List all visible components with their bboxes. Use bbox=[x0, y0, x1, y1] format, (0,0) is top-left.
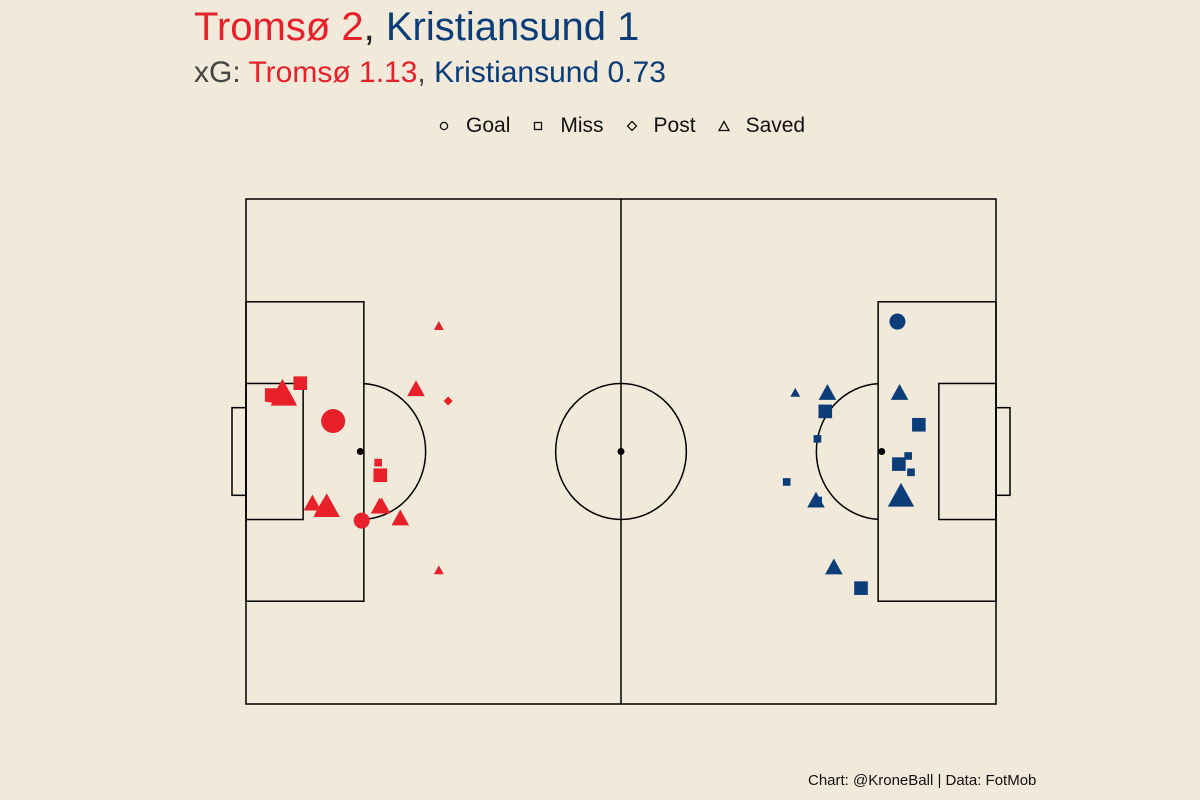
home-xg: Tromsø 1.13 bbox=[248, 56, 418, 89]
right-goal bbox=[995, 406, 1011, 497]
shot-home-miss-3 bbox=[293, 376, 308, 390]
legend-item-miss: Miss bbox=[532, 114, 604, 138]
title-separator: , bbox=[363, 5, 386, 49]
credit: Chart: @KroneBall | Data: FotMob bbox=[808, 772, 1037, 789]
shot-away-miss-8 bbox=[892, 457, 906, 471]
shot-home-saved-5 bbox=[407, 380, 425, 397]
shot-home-saved-17 bbox=[303, 494, 322, 511]
legend: Goal Miss Post Saved bbox=[438, 112, 827, 140]
legend-label-saved: Saved bbox=[745, 114, 806, 137]
shot-away-miss-9 bbox=[907, 468, 915, 477]
xg-prefix: xG: bbox=[194, 56, 249, 89]
legend-item-post: Post bbox=[626, 114, 696, 138]
shot-away-saved-1 bbox=[790, 387, 801, 397]
legend-post-marker bbox=[626, 120, 637, 132]
chart-title: Tromsø 2, Kristiansund 1 bbox=[194, 4, 639, 50]
centre-spot bbox=[617, 448, 625, 455]
legend-goal-marker bbox=[439, 121, 449, 131]
legend-label-goal: Goal bbox=[466, 114, 511, 137]
shot-home-miss-8 bbox=[373, 468, 388, 483]
shot-away-miss-6 bbox=[813, 435, 822, 443]
left-goal bbox=[231, 406, 247, 497]
legend-saved-marker bbox=[717, 120, 730, 132]
shot-away-miss-7 bbox=[904, 452, 912, 460]
shot-away-saved-14 bbox=[825, 558, 843, 575]
shot-home-saved-13 bbox=[433, 565, 444, 575]
left-penalty-spot bbox=[356, 448, 364, 455]
left-penalty-area bbox=[245, 301, 365, 602]
right-penalty-arc bbox=[815, 382, 879, 521]
shot-home-post-6 bbox=[443, 396, 453, 406]
shot-away-miss-13 bbox=[814, 496, 822, 505]
shot-home-goal-4 bbox=[321, 409, 346, 434]
shot-away-saved-11 bbox=[887, 482, 915, 507]
shot-home-saved-10 bbox=[391, 509, 410, 526]
shot-home-saved-16 bbox=[313, 493, 340, 518]
shot-away-miss-4 bbox=[818, 404, 833, 419]
shot-markers bbox=[264, 313, 926, 595]
legend-item-goal: Goal bbox=[438, 114, 510, 138]
shot-away-miss-10 bbox=[782, 478, 791, 486]
chart-subtitle: xG: Tromsø 1.13, Kristiansund 0.73 bbox=[194, 54, 666, 92]
shot-home-goal-12 bbox=[353, 512, 370, 529]
right-penalty-spot bbox=[878, 448, 886, 455]
right-six-yard-box bbox=[938, 382, 997, 521]
shot-away-saved-3 bbox=[890, 384, 909, 400]
shot-away-goal-0 bbox=[889, 313, 906, 330]
right-penalty-area bbox=[877, 301, 997, 602]
legend-miss-marker bbox=[534, 121, 543, 131]
shot-away-miss-5 bbox=[912, 417, 926, 432]
pitch-lines bbox=[231, 198, 1011, 705]
shot-away-miss-15 bbox=[854, 581, 868, 595]
shot-home-saved-2 bbox=[270, 381, 298, 406]
subtitle-separator: , bbox=[417, 56, 435, 89]
centre-circle bbox=[554, 382, 688, 521]
shot-home-saved-7 bbox=[433, 321, 444, 330]
away-xg: Kristiansund 0.73 bbox=[434, 56, 666, 89]
left-penalty-arc bbox=[363, 382, 427, 521]
legend-label-miss: Miss bbox=[560, 114, 604, 137]
shot-away-saved-2 bbox=[818, 384, 837, 400]
shot-home-saved-11 bbox=[372, 497, 391, 514]
home-score: Tromsø 2 bbox=[194, 5, 364, 49]
legend-label-post: Post bbox=[653, 114, 696, 137]
shot-home-miss-14 bbox=[374, 458, 382, 467]
legend-item-saved: Saved bbox=[717, 114, 806, 138]
away-score: Kristiansund 1 bbox=[385, 5, 640, 49]
